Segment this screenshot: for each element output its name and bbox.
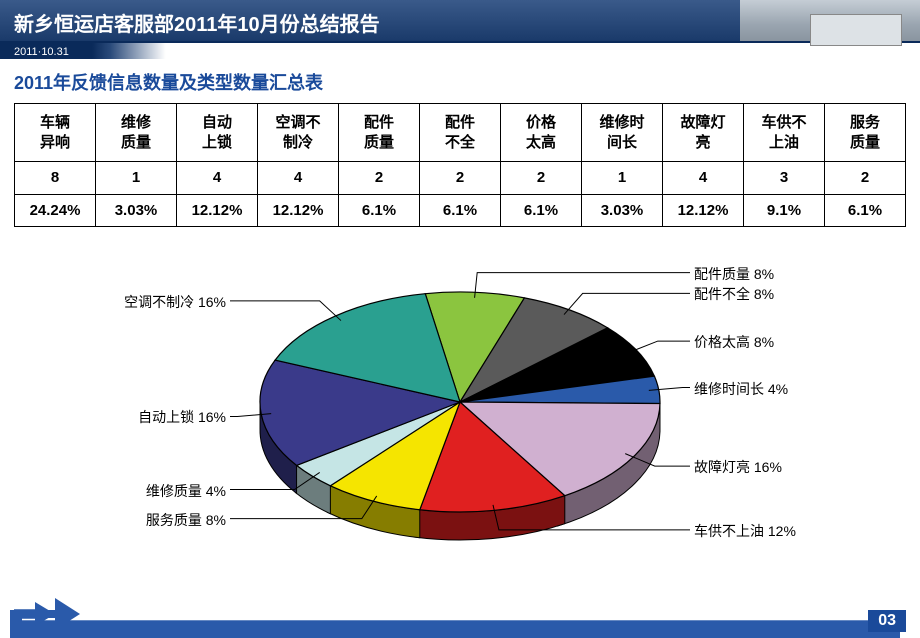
col-h: 故障灯亮	[663, 104, 744, 162]
col-h: 维修质量	[96, 104, 177, 162]
cell: 12.12%	[663, 194, 744, 227]
pie-chart: 配件质量 8%配件不全 8% 价格太高 8% 维修时间长 4% 故障灯亮 16% 车供不…	[80, 237, 840, 567]
cell: 2	[501, 162, 582, 195]
pie-label: 自动上锁 16%	[138, 407, 226, 427]
pie-label: 车供不上油 12%	[694, 521, 796, 541]
header-bar: 新乡恒运店客服部2011年10月份总结报告	[0, 0, 920, 43]
cell: 6.1%	[420, 194, 501, 227]
section-title: 2011年反馈信息数量及类型数量汇总表	[0, 59, 920, 103]
cell: 9.1%	[744, 194, 825, 227]
cell: 2	[825, 162, 906, 195]
cell: 12.12%	[177, 194, 258, 227]
cell: 6.1%	[501, 194, 582, 227]
pie-label: 服务质量 8%	[146, 510, 226, 530]
summary-table: 车辆异响 维修质量 自动上锁 空调不制冷 配件质量 配件不全 价格太高 维修时间…	[14, 103, 906, 227]
footer-arrow-icon	[0, 598, 920, 638]
pie-label: 价格太高 8%	[694, 332, 774, 352]
col-h: 车辆异响	[15, 104, 96, 162]
cell: 8	[15, 162, 96, 195]
date-strip: 2011·10.31	[0, 43, 920, 59]
cell: 2	[420, 162, 501, 195]
cell: 4	[258, 162, 339, 195]
cell: 1	[582, 162, 663, 195]
page-number: 03	[868, 610, 906, 632]
pie-label: 空调不制冷 16%	[124, 292, 226, 312]
cell: 4	[177, 162, 258, 195]
col-h: 配件不全	[420, 104, 501, 162]
cell: 3.03%	[582, 194, 663, 227]
col-h: 空调不制冷	[258, 104, 339, 162]
cell: 12.12%	[258, 194, 339, 227]
cell: 6.1%	[825, 194, 906, 227]
pie-label: 维修时间长 4%	[694, 379, 788, 399]
pie-label: 故障灯亮 16%	[694, 457, 782, 477]
cell: 3.03%	[96, 194, 177, 227]
col-h: 配件质量	[339, 104, 420, 162]
col-h: 维修时间长	[582, 104, 663, 162]
col-h: 服务质量	[825, 104, 906, 162]
cell: 1	[96, 162, 177, 195]
cell: 6.1%	[339, 194, 420, 227]
pie-label: 配件质量 8%	[694, 264, 774, 284]
pie-label: 维修质量 4%	[146, 481, 226, 501]
cell: 3	[744, 162, 825, 195]
cell: 24.24%	[15, 194, 96, 227]
col-h: 车供不上油	[744, 104, 825, 162]
report-date: 2011·10.31	[0, 46, 69, 58]
cell: 4	[663, 162, 744, 195]
pie-label: 配件不全 8%	[694, 284, 774, 304]
col-h: 自动上锁	[177, 104, 258, 162]
col-h: 价格太高	[501, 104, 582, 162]
header-photo	[740, 0, 920, 41]
cell: 2	[339, 162, 420, 195]
